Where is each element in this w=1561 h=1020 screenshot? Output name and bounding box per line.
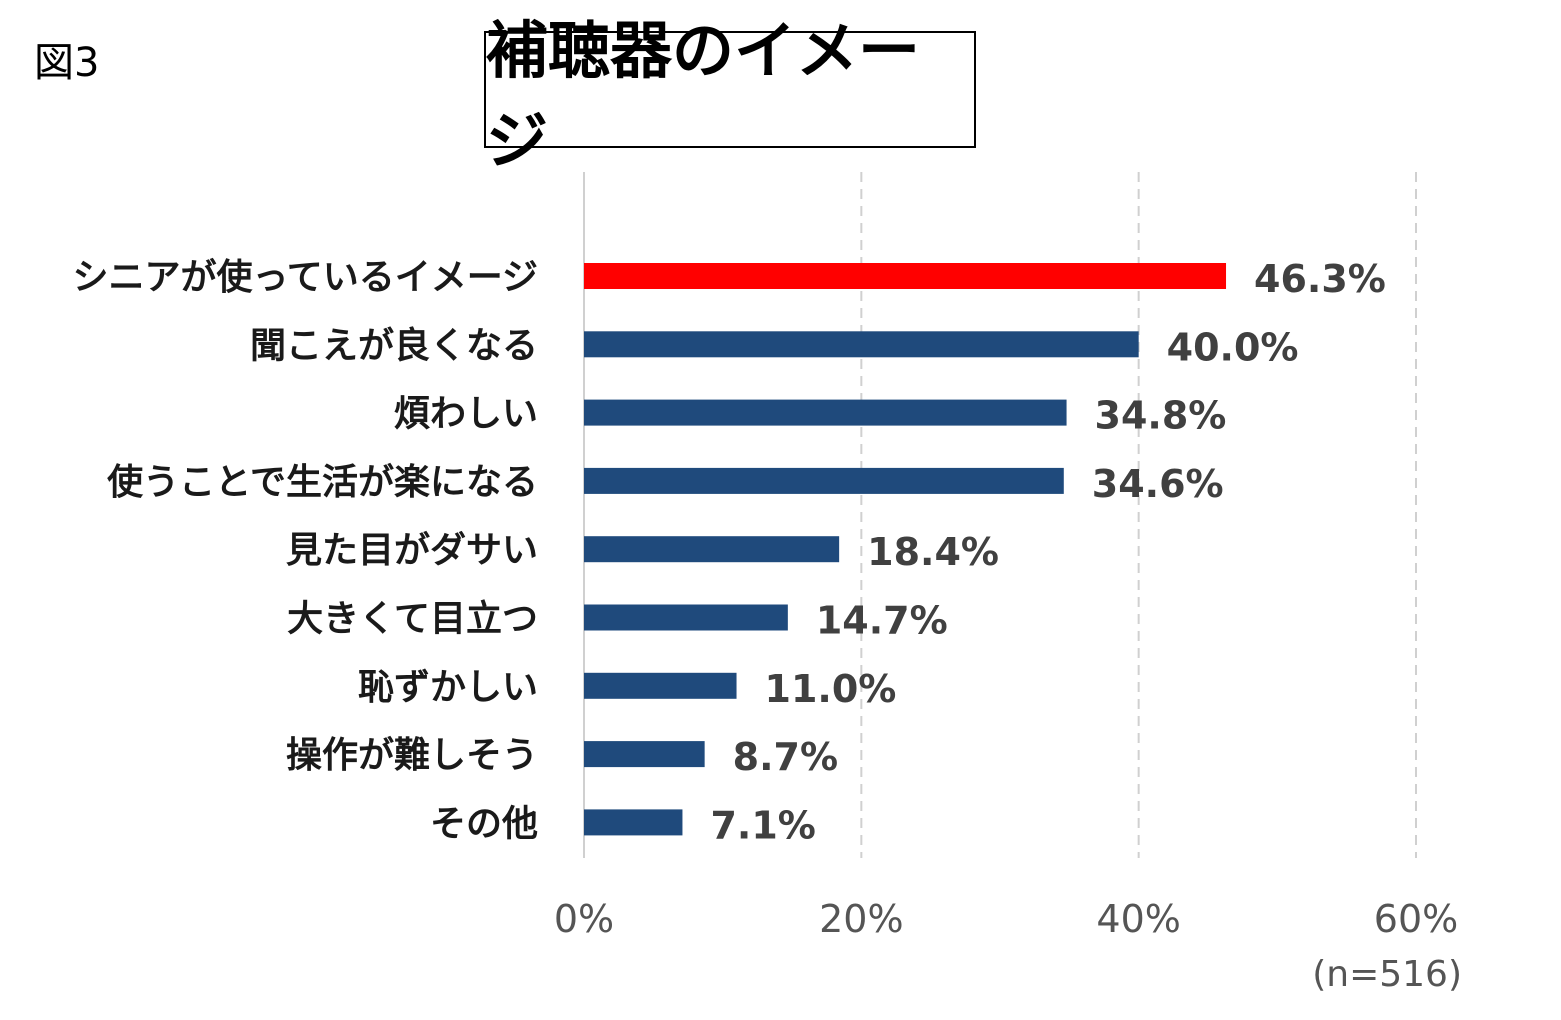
- data-label: 34.8%: [1095, 394, 1227, 438]
- data-labels: 46.3% 40.0% 34.8% 34.6% 18.4% 14.7% 11.0% 8.7% 7…: [710, 257, 1385, 847]
- data-label: 11.0%: [765, 667, 897, 711]
- category-labels: シニアが使っているイメージ聞こえが良くなる煩わしい使うことで生活が楽になる見た目…: [73, 257, 538, 844]
- data-label: 14.7%: [816, 599, 948, 643]
- bar: [584, 263, 1227, 289]
- category-label: 使うことで生活が楽になる: [107, 462, 538, 503]
- category-label: その他: [430, 803, 538, 844]
- category-label: 煩わしい: [394, 394, 538, 435]
- data-label: 34.6%: [1092, 462, 1224, 506]
- bar: [584, 672, 737, 699]
- data-label: 8.7%: [733, 735, 838, 779]
- bars: [584, 263, 1227, 836]
- bar: [584, 809, 683, 836]
- data-label: 40.0%: [1167, 325, 1299, 369]
- x-tick-label: 40%: [1096, 897, 1180, 941]
- bar: [584, 536, 840, 563]
- data-label: 7.1%: [710, 803, 815, 847]
- data-label: 46.3%: [1254, 257, 1386, 301]
- category-label: シニアが使っているイメージ: [73, 257, 538, 298]
- sample-size-note: (n=516): [1312, 954, 1462, 995]
- x-tick-label: 20%: [819, 897, 903, 941]
- x-tick-labels: 0% 20% 40% 60%: [554, 897, 1458, 941]
- bar: [584, 741, 705, 768]
- bar: [584, 467, 1064, 494]
- category-label: 大きくて目立つ: [287, 599, 538, 640]
- bar: [584, 604, 788, 631]
- figure-label: 図3: [34, 40, 100, 86]
- x-tick-label: 0%: [554, 897, 614, 941]
- bar: [584, 331, 1139, 358]
- x-tick-label: 60%: [1374, 897, 1458, 941]
- bar: [584, 399, 1067, 426]
- category-label: 恥ずかしい: [358, 667, 538, 708]
- category-label: 操作が難しそう: [286, 735, 538, 776]
- category-label: 聞こえが良くなる: [250, 325, 538, 366]
- data-label: 18.4%: [867, 530, 999, 574]
- category-label: 見た目がダサい: [286, 530, 538, 571]
